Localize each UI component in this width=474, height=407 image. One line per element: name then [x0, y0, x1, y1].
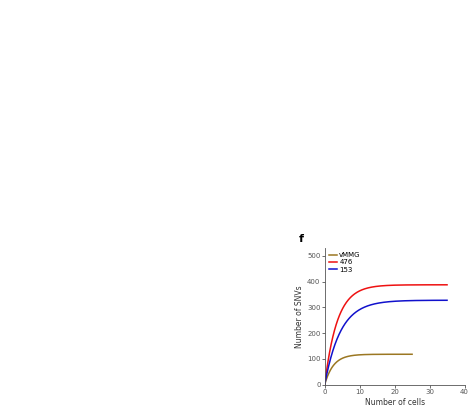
Y-axis label: Number of SNVs: Number of SNVs	[295, 285, 304, 348]
Legend: vMMG, 476, 153: vMMG, 476, 153	[328, 252, 362, 273]
Text: f: f	[299, 234, 304, 244]
X-axis label: Number of cells: Number of cells	[365, 398, 425, 407]
